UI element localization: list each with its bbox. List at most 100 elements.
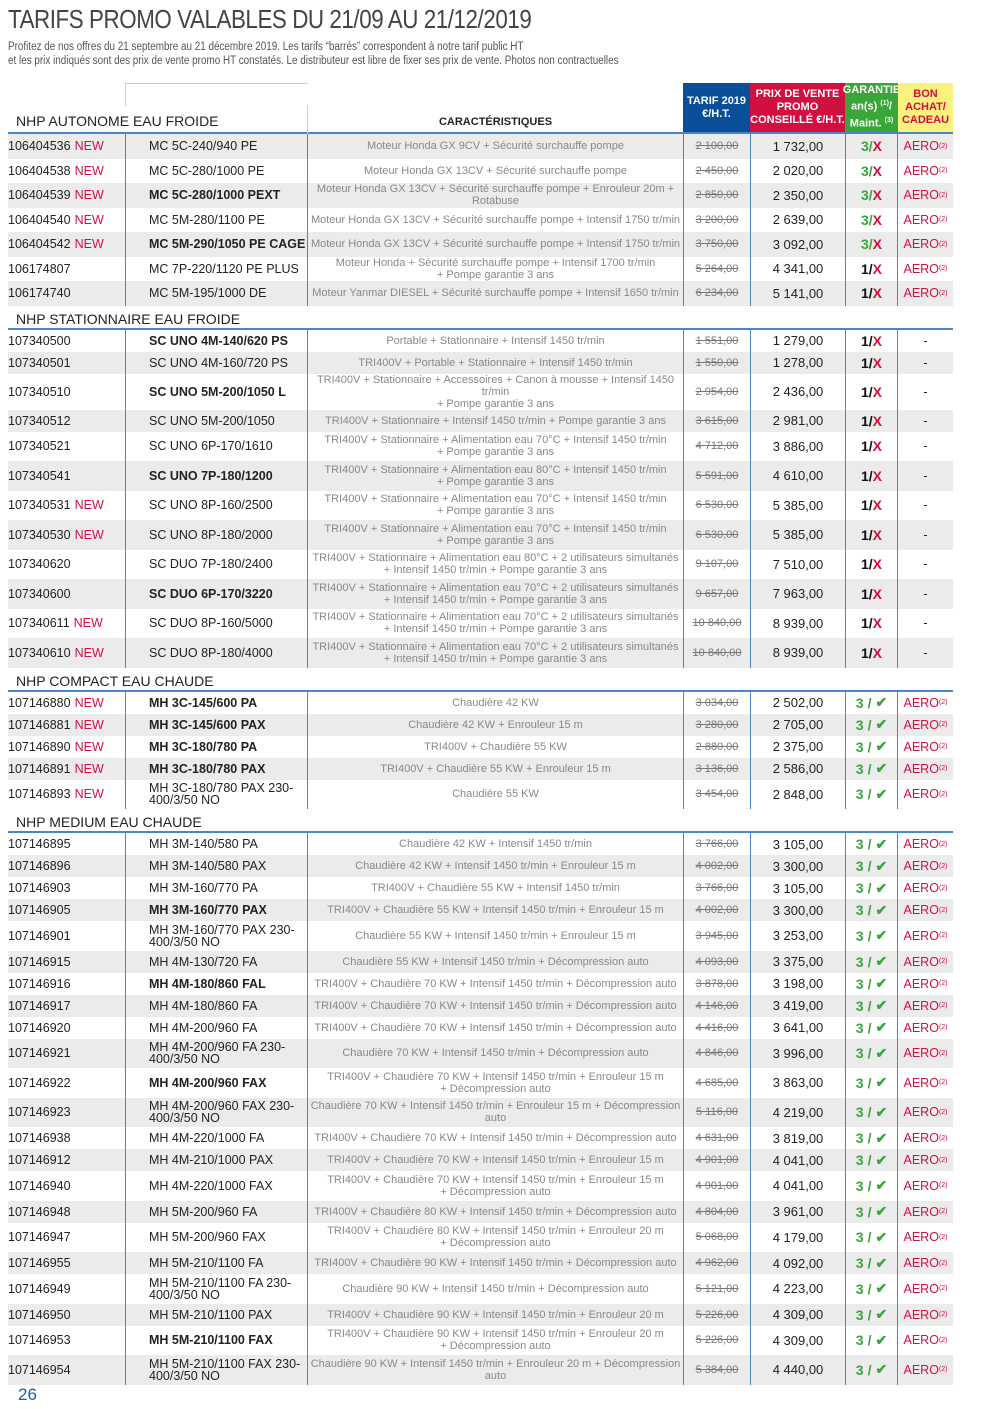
aero-note: (2)	[938, 1285, 948, 1293]
warranty-years: 3	[860, 162, 869, 179]
slash: /	[868, 467, 873, 484]
old-price: 2 450,00	[683, 158, 750, 183]
table-row: 107146901 MH 3M-160/770 PAX 230-400/3/50 …	[8, 921, 953, 951]
warranty: 3/✔	[845, 1355, 898, 1385]
aero-label: AERO	[903, 1362, 939, 1377]
model-name: MH 5M-200/960 FA	[125, 1200, 308, 1223]
characteristics: TRI400V + Chaudière 70 KW + Intensif 145…	[327, 1070, 664, 1095]
promo-price: 4 219,00	[750, 1097, 845, 1127]
promo-price: 7 963,00	[750, 579, 845, 609]
check-mark-icon: ✔	[875, 997, 888, 1013]
slash: /	[867, 927, 872, 944]
ref-number: 107340510	[8, 384, 71, 399]
table-row: 107340600 SC DUO 6P-170/3220 TRI400V + Sta…	[8, 579, 953, 609]
aero-note: (2)	[938, 1366, 948, 1374]
aero-note: (2)	[938, 1208, 948, 1215]
product-ref: 107146938	[8, 1127, 125, 1149]
aero-note: (2)	[938, 191, 948, 199]
check-mark-icon: ✔	[875, 1019, 888, 1035]
check-mark-icon: ✔	[875, 1306, 888, 1322]
characteristics: TRI400V + Portable + Stationnaire + Inte…	[358, 356, 633, 369]
ref-number: 107146949	[8, 1281, 71, 1296]
product-ref: 107340500	[8, 330, 125, 352]
product-ref: 106404539 NEW	[8, 183, 125, 208]
model-name: MC 5M-195/1000 DE	[125, 281, 308, 306]
check-mark-icon: ✔	[875, 1103, 888, 1120]
characteristics: Chaudière 42 KW + Enrouleur 15 m	[408, 718, 583, 731]
old-price: 5 264,00	[683, 256, 750, 281]
slash: /	[867, 997, 872, 1014]
product-ref: 107340530 NEW	[8, 520, 125, 550]
characteristics: TRI400V + Stationnaire + Alimentation ea…	[324, 522, 667, 547]
characteristics: TRI400V + Chaudière 70 KW + Intensif 145…	[314, 1021, 677, 1034]
warranty-years: 3	[855, 738, 864, 755]
old-price: 3 200,00	[683, 207, 750, 232]
aero-label: AERO	[903, 1204, 939, 1219]
model-name: SC UNO 8P-160/2500	[125, 490, 308, 520]
bon-achat: AERO (2)	[898, 833, 953, 855]
check-mark-icon: ✔	[875, 1177, 888, 1194]
table-row: 107340541 SC UNO 7P-180/1200 TRI400V + Sta…	[8, 461, 953, 491]
slash: /	[867, 760, 872, 777]
table-row: 107146938 MH 4M-220/1000 FA TRI400V + Chau…	[8, 1127, 953, 1149]
product-ref: 107146920	[8, 1017, 125, 1039]
promo-price: 2 586,00	[750, 757, 845, 780]
old-price: 4 712,00	[683, 431, 750, 461]
promo-price: 5 141,00	[750, 281, 845, 306]
characteristics: Chaudière 55 KW + Intensif 1450 tr/min +…	[355, 929, 636, 942]
table-row: 107340531 NEW SC UNO 8P-160/2500 TRI400V + …	[8, 490, 953, 520]
product-ref: 106174807	[8, 257, 125, 282]
slash: /	[868, 260, 873, 277]
x-mark-icon: X	[872, 438, 883, 455]
product-ref: 107340611 NEW	[8, 609, 125, 639]
characteristics: TRI400V + Stationnaire + Alimentation ea…	[312, 640, 679, 665]
ref-number: 107146947	[8, 1230, 71, 1245]
slash: /	[867, 738, 872, 755]
warranty: 3/✔	[845, 691, 898, 714]
model-name: SC UNO 5M-200/1050 L	[125, 373, 308, 410]
warranty: 3/✔	[845, 1038, 898, 1068]
warranty: 3/✔	[845, 921, 898, 951]
x-mark-icon: X	[872, 211, 883, 228]
slash: /	[867, 694, 872, 711]
product-ref: 107146947	[8, 1223, 125, 1253]
warranty: 3/✔	[845, 779, 898, 809]
warranty-years: 1	[860, 260, 869, 277]
table-row: 107340500 SC UNO 4M-140/620 PS Portable + …	[8, 329, 953, 352]
warranty-years: 1	[860, 615, 869, 632]
promo-price: 3 300,00	[750, 855, 845, 877]
promo-price: 2 020,00	[750, 158, 845, 183]
warranty-years: 3	[855, 694, 864, 711]
aero-label: AERO	[903, 717, 939, 732]
warranty: 1/X	[845, 461, 898, 491]
promo-price: 4 179,00	[750, 1222, 845, 1252]
check-mark-icon: ✔	[875, 901, 888, 918]
bon-achat: AERO (2)	[898, 1304, 953, 1326]
product-ref: 107146890 NEW	[8, 736, 125, 758]
slash: /	[867, 1045, 872, 1062]
slash: /	[867, 858, 872, 874]
bon-achat: AERO (2)	[898, 973, 953, 995]
promo-price: 3 092,00	[750, 232, 845, 257]
warranty: 3/✔	[845, 1252, 898, 1274]
bon-achat: AERO (2)	[898, 780, 953, 810]
product-ref: 107146895	[8, 833, 125, 855]
bon-achat: AERO (2)	[898, 921, 953, 951]
new-badge: NEW	[74, 139, 104, 154]
ref-number: 107146891	[8, 761, 71, 776]
check-mark-icon: ✔	[875, 1044, 888, 1061]
table-row: 107146954 MH 5M-210/1100 FAX 230-400/3/50…	[8, 1355, 953, 1385]
ref-number: 107146912	[8, 1153, 71, 1167]
warranty-years: 1	[860, 285, 869, 302]
warranty: 1/X	[845, 490, 898, 520]
ref-number: 106174740	[8, 286, 71, 301]
aero-label: AERO	[903, 1178, 939, 1193]
maint-note: (3)	[884, 117, 894, 124]
characteristics: TRI400V + Chaudière 55 KW	[424, 740, 567, 753]
promo-price: 3 198,00	[750, 972, 845, 995]
product-ref: 107146903	[8, 877, 125, 899]
aero-label: AERO	[903, 1075, 939, 1090]
new-badge: NEW	[74, 212, 104, 227]
warranty: 3/✔	[845, 735, 898, 758]
warranty: 3/✔	[845, 994, 898, 1017]
